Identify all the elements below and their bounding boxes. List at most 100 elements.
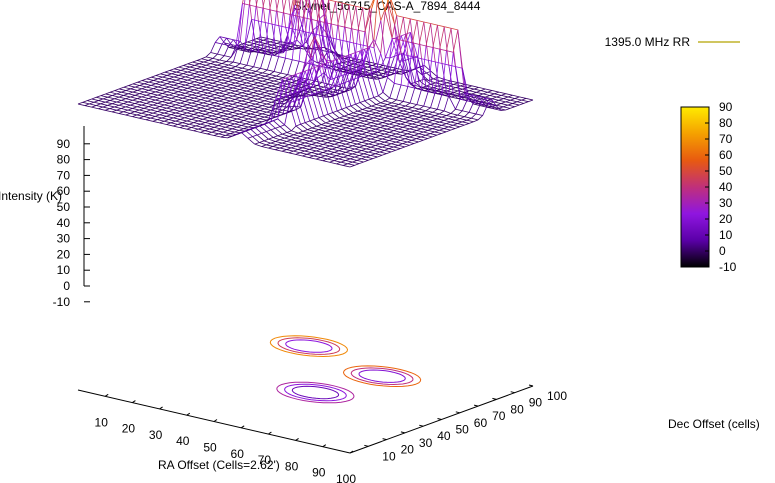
surface-mesh-line [102, 96, 108, 100]
surface-mesh-line [178, 99, 186, 102]
surface-mesh-line [150, 93, 158, 96]
y-tick-mark [455, 411, 460, 414]
surface-mesh-line [439, 26, 445, 50]
surface-mesh-line [315, 148, 321, 152]
surface-mesh-line [377, 115, 385, 119]
surface-mesh-line [336, 129, 342, 132]
surface-mesh-line [316, 82, 322, 86]
surface-mesh-line [384, 131, 390, 135]
surface-mesh-line [411, 130, 417, 133]
surface-mesh-line [279, 147, 287, 150]
surface-mesh-line [125, 96, 131, 100]
surface-mesh-line [377, 138, 383, 141]
surface-mesh-line [185, 68, 193, 71]
surface-mesh-line [207, 117, 215, 120]
surface-mesh-line [400, 140, 408, 143]
y-tick-mark [382, 438, 387, 441]
surface-mesh-line [371, 63, 377, 66]
surface-mesh-line [391, 39, 400, 61]
surface-mesh-line [221, 103, 229, 107]
surface-mesh-line [291, 16, 298, 60]
surface-mesh-line [492, 90, 500, 93]
surface-mesh-line [214, 126, 222, 130]
surface-mesh-line [325, 153, 330, 157]
surface-mesh-line [187, 96, 195, 99]
surface-mesh-line [421, 45, 427, 90]
surface-mesh-line [391, 127, 399, 130]
surface-mesh-line [319, 35, 325, 65]
surface-mesh-line [338, 158, 346, 161]
surface-mesh-line [373, 117, 381, 120]
surface-mesh-line [143, 106, 149, 109]
surface-mesh-line [338, 148, 344, 152]
surface-mesh-line [341, 143, 346, 147]
surface-mesh-line [322, 152, 330, 155]
surface-mesh-line [363, 145, 371, 148]
surface-mesh-line [141, 94, 147, 98]
surface-mesh-line [271, 92, 277, 95]
surface-mesh-line [194, 64, 202, 68]
surface-mesh-line [171, 104, 176, 107]
surface-mesh-line [326, 88, 331, 91]
surface-mesh-line [205, 52, 211, 58]
surface-mesh-line [255, 0, 258, 7]
surface-mesh-line [203, 92, 208, 96]
surface-mesh-line [180, 94, 188, 97]
surface-mesh-line [100, 95, 108, 98]
surface-mesh-line [379, 143, 387, 146]
surface-mesh-line [109, 100, 117, 103]
surface-mesh-line [300, 89, 306, 108]
surface-mesh-line [486, 99, 493, 106]
surface-mesh-line [276, 82, 281, 85]
surface-mesh-line [116, 101, 124, 104]
surface-mesh-line [405, 76, 411, 85]
surface-mesh-line [335, 1, 341, 40]
surface-mesh-line [450, 121, 458, 124]
surface-mesh-line [393, 136, 399, 140]
surface-mesh-line [357, 75, 363, 79]
surface-mesh-line [252, 134, 258, 138]
surface-mesh-line [451, 80, 459, 84]
surface-mesh-line [423, 21, 429, 61]
surface-mesh-line [200, 97, 206, 101]
surface-mesh-line [450, 108, 456, 114]
surface-mesh-line [360, 44, 366, 74]
surface-mesh-line [384, 97, 390, 102]
surface-mesh-line [507, 104, 515, 108]
surface-mesh-line [239, 79, 245, 82]
surface-mesh-line [119, 86, 124, 90]
surface-mesh-line [264, 98, 270, 102]
surface-mesh-line [448, 116, 454, 120]
surface-mesh-line [468, 102, 475, 113]
surface-mesh-line [436, 126, 444, 129]
surface-mesh-line [155, 114, 160, 117]
surface-mesh-line [220, 118, 226, 122]
surface-mesh-line [111, 109, 117, 113]
surface-mesh-line [200, 91, 208, 94]
surface-mesh-line [316, 78, 322, 94]
surface-mesh-line [389, 123, 397, 127]
surface-mesh-line [473, 87, 479, 90]
surface-mesh-line [288, 152, 296, 155]
surface-mesh-line [269, 0, 273, 10]
surface-mesh-line [325, 23, 332, 68]
surface-mesh-line [346, 41, 352, 71]
surface-mesh-line [196, 84, 204, 87]
surface-mesh-line [343, 140, 351, 143]
surface-mesh-line [164, 70, 170, 73]
surface-mesh-line [343, 130, 349, 134]
surface-mesh-line [357, 143, 365, 147]
colorbar-tick-label: 70 [719, 132, 733, 146]
surface-mesh-line [259, 100, 265, 103]
surface-mesh-line [239, 41, 246, 48]
surface-mesh-line [409, 18, 416, 58]
surface-mesh-line [261, 144, 267, 147]
surface-mesh-line [460, 92, 466, 95]
surface-mesh-line [239, 80, 247, 84]
surface-mesh-line [187, 71, 195, 74]
surface-mesh-line [380, 2, 388, 21]
surface-mesh-line [357, 133, 363, 137]
surface-mesh-line [212, 97, 217, 100]
surface-mesh-line [369, 0, 374, 10]
surface-mesh-line [285, 57, 293, 61]
